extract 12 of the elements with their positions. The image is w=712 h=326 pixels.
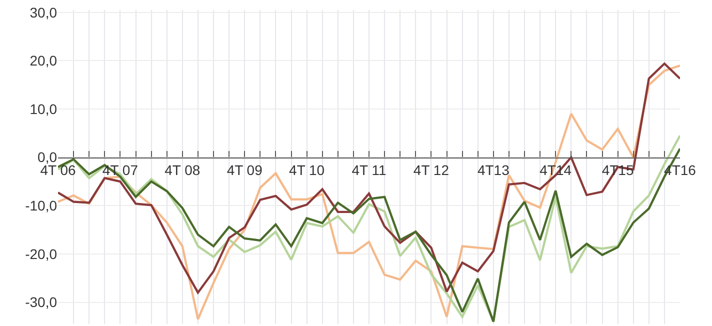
y-tick-label: 10,0 bbox=[30, 100, 58, 117]
y-tick-label: -10,0 bbox=[25, 198, 58, 214]
x-tick-label: 4T 11 bbox=[352, 162, 386, 178]
y-tick-label: -20,0 bbox=[25, 246, 58, 262]
x-tick-label: 4T 10 bbox=[289, 162, 325, 178]
y-tick-label: 20,0 bbox=[30, 52, 58, 69]
x-tick-label: 4T 12 bbox=[413, 162, 450, 178]
x-tick-label: 4T 08 bbox=[164, 162, 200, 178]
y-tick-label: -30,0 bbox=[25, 294, 58, 310]
y-tick-label: 30,0 bbox=[30, 4, 58, 20]
x-tick-label: 4T13 bbox=[477, 162, 510, 178]
x-tick-label: 4T 09 bbox=[226, 162, 263, 178]
